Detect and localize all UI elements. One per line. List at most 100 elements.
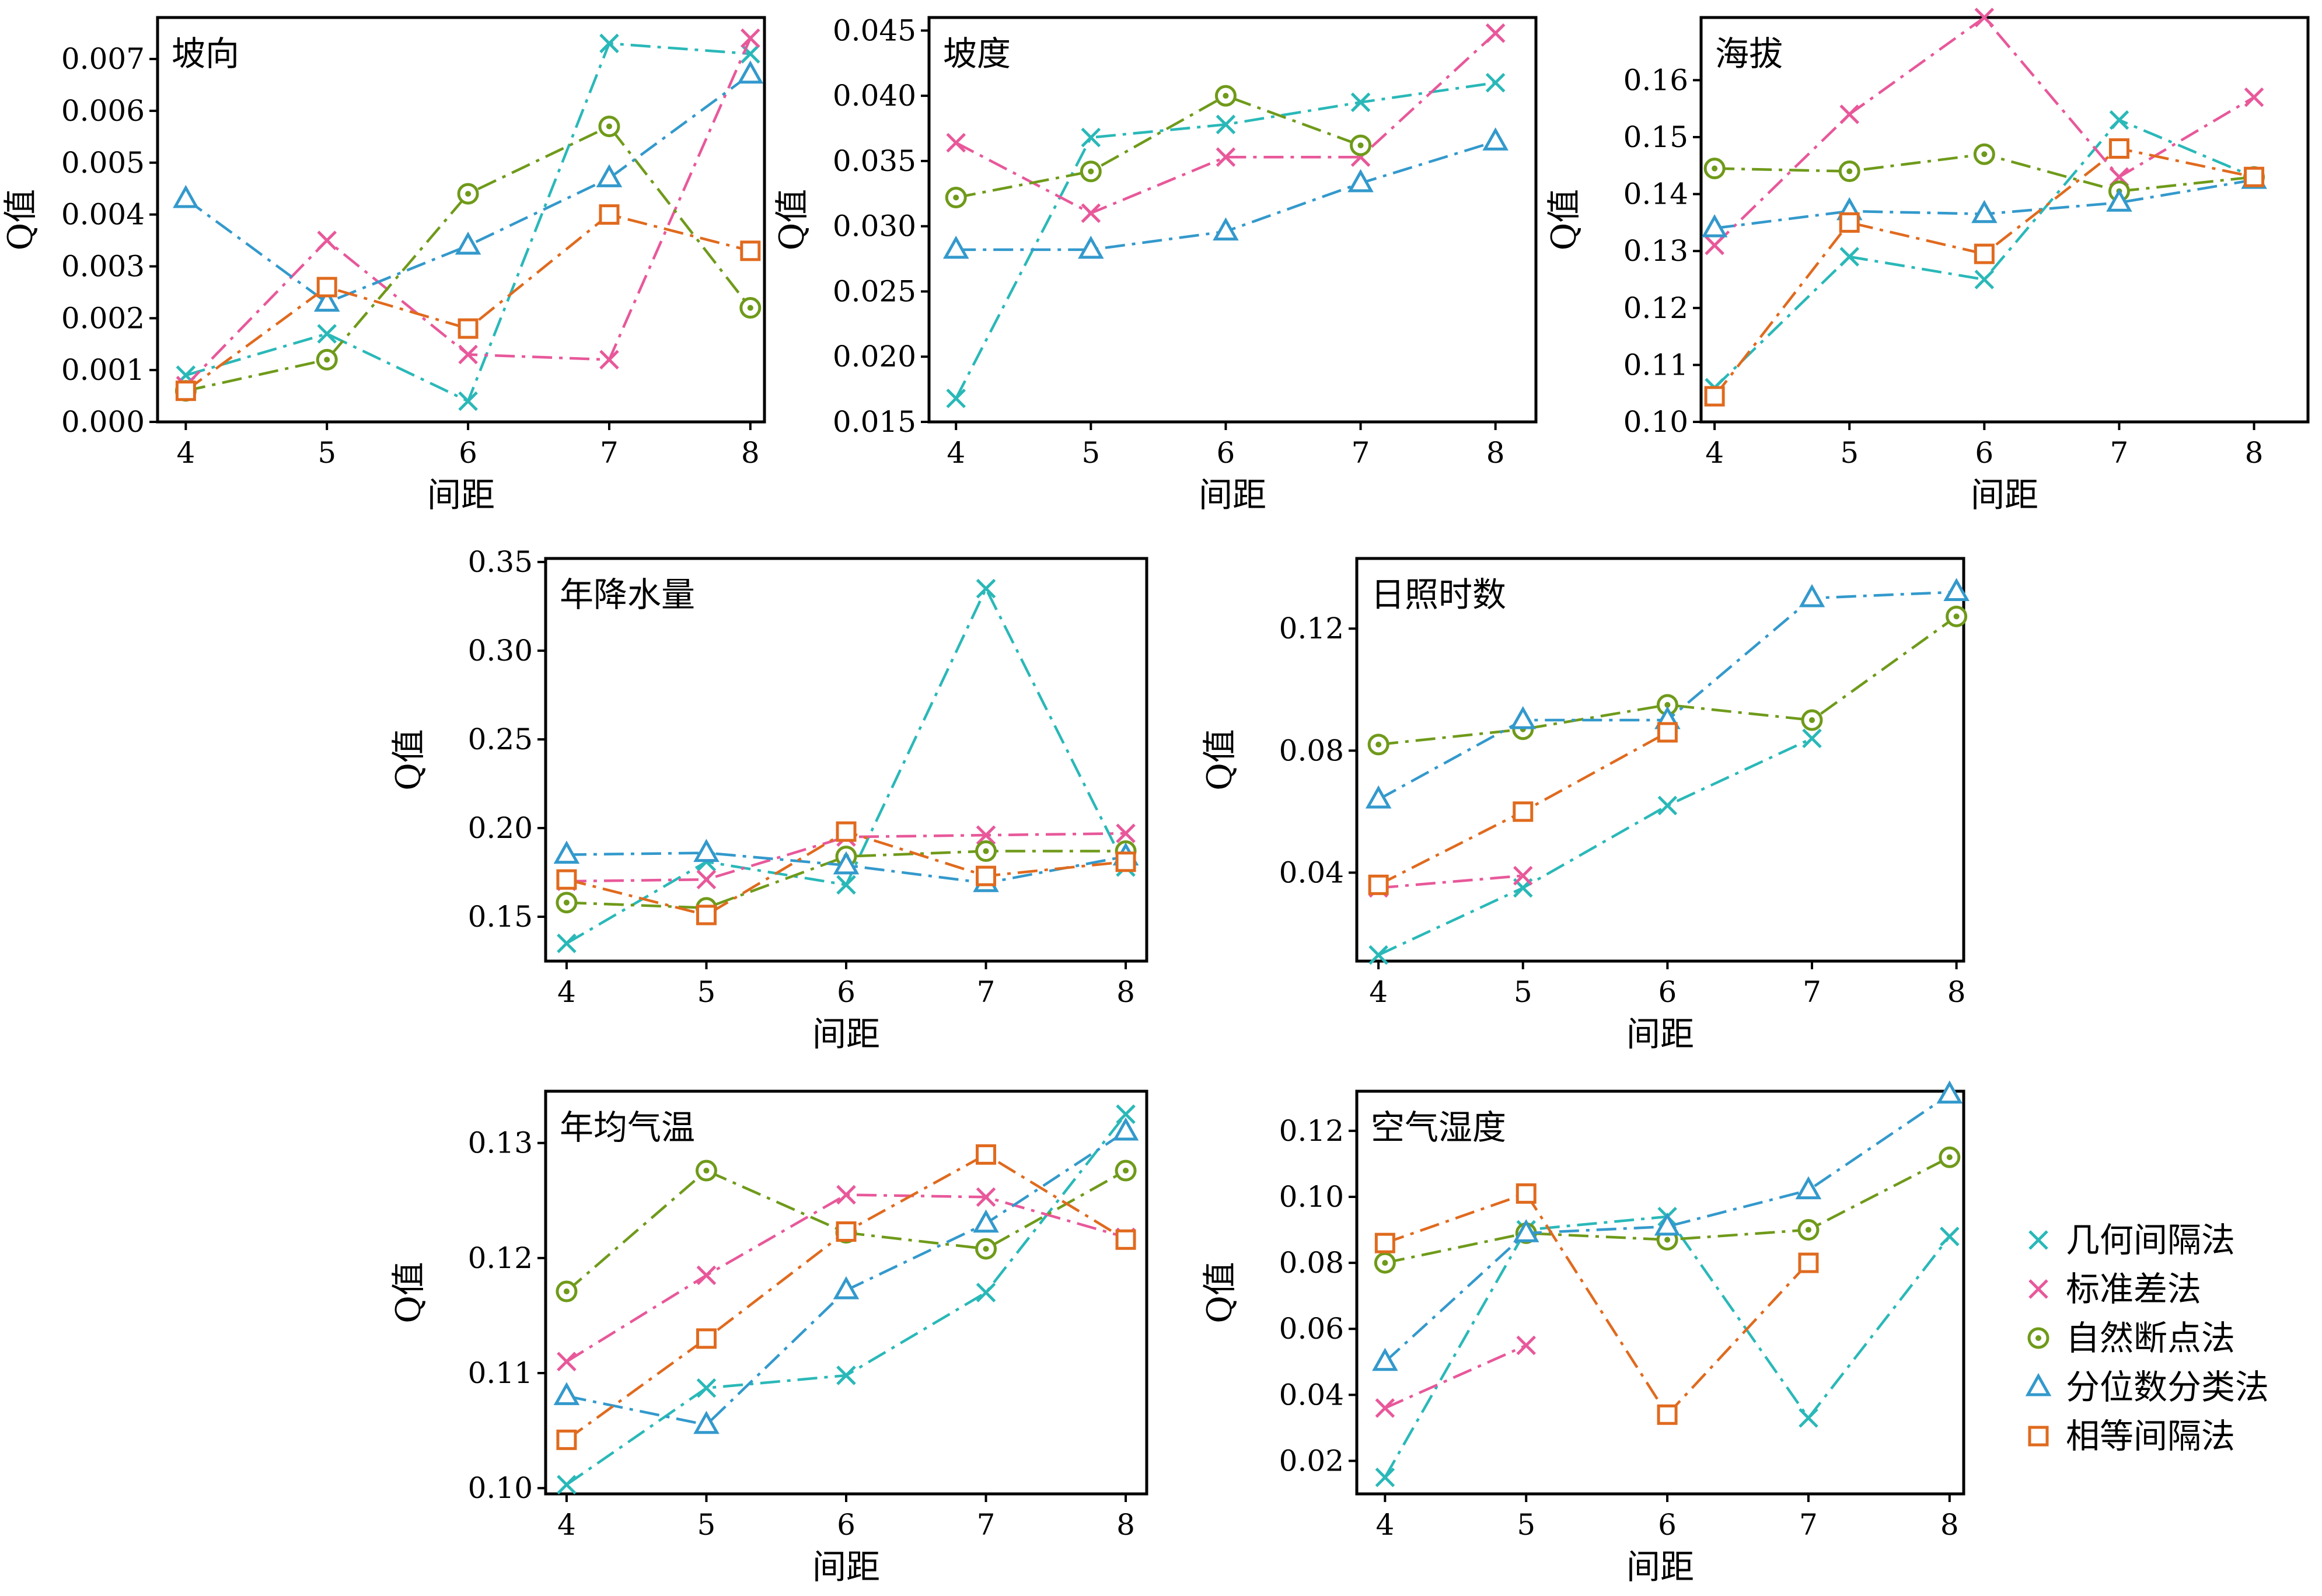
data-point [1974,270,1995,289]
y-tick-label: 0.006 [61,94,145,128]
data-point [1943,578,1970,601]
y-tick-label: 0.04 [1279,855,1344,889]
legend-marker [2025,1373,2052,1396]
series-line [955,94,1361,199]
data-point [976,1187,996,1207]
x-tick-label: 5 [1517,1508,1535,1542]
x-tick-label: 4 [1369,975,1388,1009]
data-point [1705,235,1724,256]
y-tick-label: 0.015 [833,405,916,439]
y-tick-label: 0.020 [833,340,916,373]
chart-panel: 0.10 0.11 0.12 0.13 0.14 0.15 0.16 4 5 6 7 8 间距 Q值 海拔 [1544,8,2310,515]
data-point [313,288,340,312]
data-point [175,380,196,401]
x-axis-label: 间距 [1626,1014,1694,1054]
x-tick-label: 6 [1217,436,1235,470]
marker-dot [1382,1260,1388,1266]
data-point [976,865,997,886]
marker-dot [1981,151,1988,158]
data-point [741,44,760,64]
series-nat [1367,605,1968,756]
marker-dot [1664,701,1671,708]
data-point [1115,1229,1136,1250]
marker-dot [953,194,959,201]
y-tick-label: 0.14 [1623,177,1688,211]
series-line [565,1193,1126,1363]
data-point [556,869,577,890]
x-axis-label: 间距 [812,1014,880,1054]
data-point [1375,1467,1395,1487]
data-point [1115,851,1136,872]
legend-item: 标准差法 [2028,1269,2201,1309]
data-point [1654,1212,1681,1236]
marker-dot [1664,1237,1671,1243]
data-point [1799,584,1825,607]
series-qua [1372,1080,1963,1371]
y-tick-label: 0.002 [61,301,145,335]
x-tick-label: 4 [1375,1508,1394,1542]
legend-label: 相等间隔法 [2066,1416,2235,1456]
y-tick-label: 0.10 [1623,405,1688,439]
legend-marker [2028,1426,2049,1447]
y-tick-label: 0.12 [1279,1114,1344,1148]
data-point [317,231,337,250]
y-tick-label: 0.02 [1279,1444,1344,1478]
data-point [1704,386,1725,407]
plot-frame [1699,16,2310,424]
marker-dot [1953,613,1960,620]
x-tick-label: 4 [947,436,965,470]
data-point [557,933,577,954]
legend-marker [2028,1279,2048,1299]
data-point [1116,1104,1136,1124]
x-tick-label: 6 [1658,975,1677,1009]
y-tick-label: 0.08 [1279,1246,1344,1280]
data-point [1081,203,1101,223]
data-point [1116,823,1136,843]
x-tick-label: 7 [1352,436,1370,470]
data-point [741,28,760,48]
data-point [976,825,996,845]
series-line [1384,1192,1810,1417]
x-tick-label: 7 [2110,436,2129,470]
data-point [317,324,337,344]
series-geo [557,1104,1136,1494]
data-point [1368,874,1389,895]
series-std [946,23,1506,223]
legend-item: 相等间隔法 [2028,1416,2235,1456]
x-tick-label: 5 [697,1508,716,1542]
y-tick-label: 0.000 [61,405,145,439]
marker-dot [1809,717,1815,724]
series-line [1713,147,2255,397]
series-qua [553,1117,1139,1434]
x-tick-label: 4 [557,975,576,1009]
data-point [553,1382,580,1405]
data-point [556,1429,577,1450]
data-point [1365,785,1392,809]
data-point [1216,114,1236,135]
data-point [458,318,479,339]
series-equ [1374,1183,1819,1425]
y-tick-label: 0.20 [468,811,533,845]
data-point [1839,212,1860,233]
data-point [946,388,966,408]
marker-dot [703,1168,710,1174]
marker-dot [983,848,989,854]
series-equ [1368,722,1678,895]
marker-dot [1712,165,1718,172]
legend-label: 几何间隔法 [2066,1220,2235,1260]
marker-dot [1375,741,1382,748]
y-axis-label: Q值 [389,1262,428,1323]
chart-panel: 0.015 0.020 0.025 0.030 0.035 0.040 0.045 4 5 6 7 8… [772,13,1538,515]
series-line [1713,118,2255,389]
data-point [1798,1252,1819,1273]
x-tick-label: 6 [837,975,856,1009]
x-tick-label: 7 [977,1508,996,1542]
y-tick-label: 0.10 [1279,1180,1344,1214]
marker-dot [1846,168,1853,174]
y-tick-label: 0.003 [61,249,145,283]
marker-dot [1088,168,1094,174]
chart-panel: 0.000 0.001 0.002 0.003 0.004 0.005 0.006 0.007… [1,16,766,515]
x-axis-label: 间距 [427,475,495,515]
marker-dot [1357,142,1364,149]
